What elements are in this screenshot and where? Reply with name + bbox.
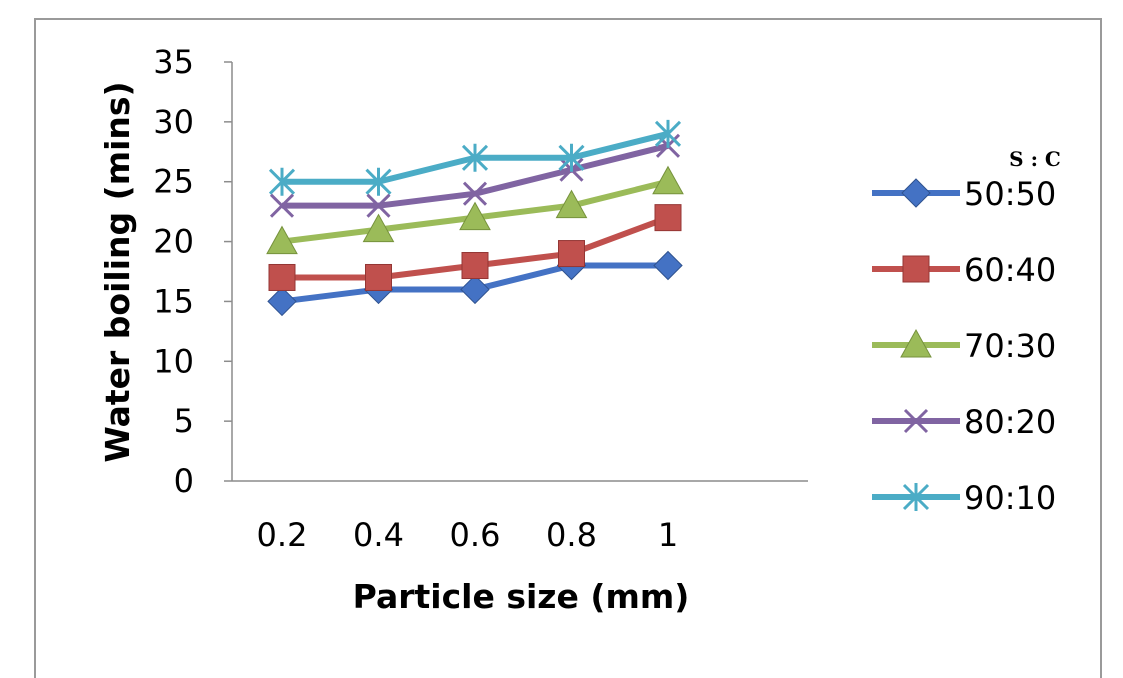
y-tick-label: 5 xyxy=(174,402,194,440)
data-point xyxy=(267,286,297,317)
data-point xyxy=(461,143,489,172)
data-point xyxy=(365,167,392,196)
tick-labels: 0 5 10 15 20 25 30 35 0.2 0.4 0.6 0.8 1 xyxy=(153,43,678,554)
data-point xyxy=(365,263,392,291)
y-tick-label: 10 xyxy=(153,342,194,380)
y-axis-title: Water boiling (mins) xyxy=(98,81,137,462)
data-point xyxy=(654,119,682,148)
y-tick-label: 35 xyxy=(153,43,194,81)
chart-frame xyxy=(34,18,1102,678)
data-point xyxy=(269,193,295,218)
data-point xyxy=(461,252,489,280)
legend-entry: 80:20 xyxy=(872,403,1056,441)
series-70-30 xyxy=(266,165,684,255)
data-point xyxy=(652,165,684,195)
legend-label: 60:40 xyxy=(964,251,1056,289)
x-tick-label: 0.8 xyxy=(546,516,597,554)
x-axis-title: Particle size (mm) xyxy=(353,577,690,616)
legend-title: S : C xyxy=(1009,147,1061,171)
data-point xyxy=(462,181,488,206)
legend-entry: 50:50 xyxy=(872,175,1056,213)
data-point xyxy=(558,143,585,172)
legend-label: 50:50 xyxy=(964,175,1056,213)
legend-entry: 90:10 xyxy=(872,479,1056,517)
data-point xyxy=(459,201,491,231)
legend: 50:50 60:40 70:30 80:20 90:10 xyxy=(872,175,1056,517)
data-point xyxy=(266,225,298,255)
data-point xyxy=(366,193,391,218)
legend-label: 90:10 xyxy=(964,479,1056,517)
y-tick-label: 15 xyxy=(153,282,194,320)
legend-label: 80:20 xyxy=(964,403,1056,441)
data-point xyxy=(362,213,395,243)
y-tick-label: 0 xyxy=(174,462,194,500)
y-tick-label: 25 xyxy=(153,163,194,201)
series-lines xyxy=(266,119,684,317)
line-chart: 0 5 10 15 20 25 30 35 0.2 0.4 0.6 0.8 1 50:50 60:40 70… xyxy=(98,43,1061,616)
x-tick-label: 0.2 xyxy=(257,516,308,554)
legend-marker xyxy=(902,483,930,511)
legend-marker xyxy=(902,255,930,283)
x-tick-label: 0.6 xyxy=(450,516,501,554)
series-60-40 xyxy=(268,204,682,291)
axes xyxy=(224,61,808,482)
data-point xyxy=(268,167,296,196)
data-point xyxy=(558,240,585,268)
legend-entry: 60:40 xyxy=(872,251,1056,289)
data-point xyxy=(653,250,683,281)
series-90-10 xyxy=(268,119,682,196)
legend-marker xyxy=(903,408,929,434)
data-point xyxy=(654,204,682,232)
y-tick-label: 20 xyxy=(153,223,194,261)
y-tick-label: 30 xyxy=(153,103,194,141)
data-point xyxy=(460,274,490,305)
legend-marker xyxy=(900,328,932,358)
data-point xyxy=(555,189,588,219)
legend-entry: 70:30 xyxy=(872,327,1056,365)
legend-label: 70:30 xyxy=(964,327,1056,365)
legend-marker xyxy=(901,178,931,208)
x-tick-label: 0.4 xyxy=(353,516,404,554)
data-point xyxy=(268,263,296,291)
x-tick-label: 1 xyxy=(658,516,678,554)
